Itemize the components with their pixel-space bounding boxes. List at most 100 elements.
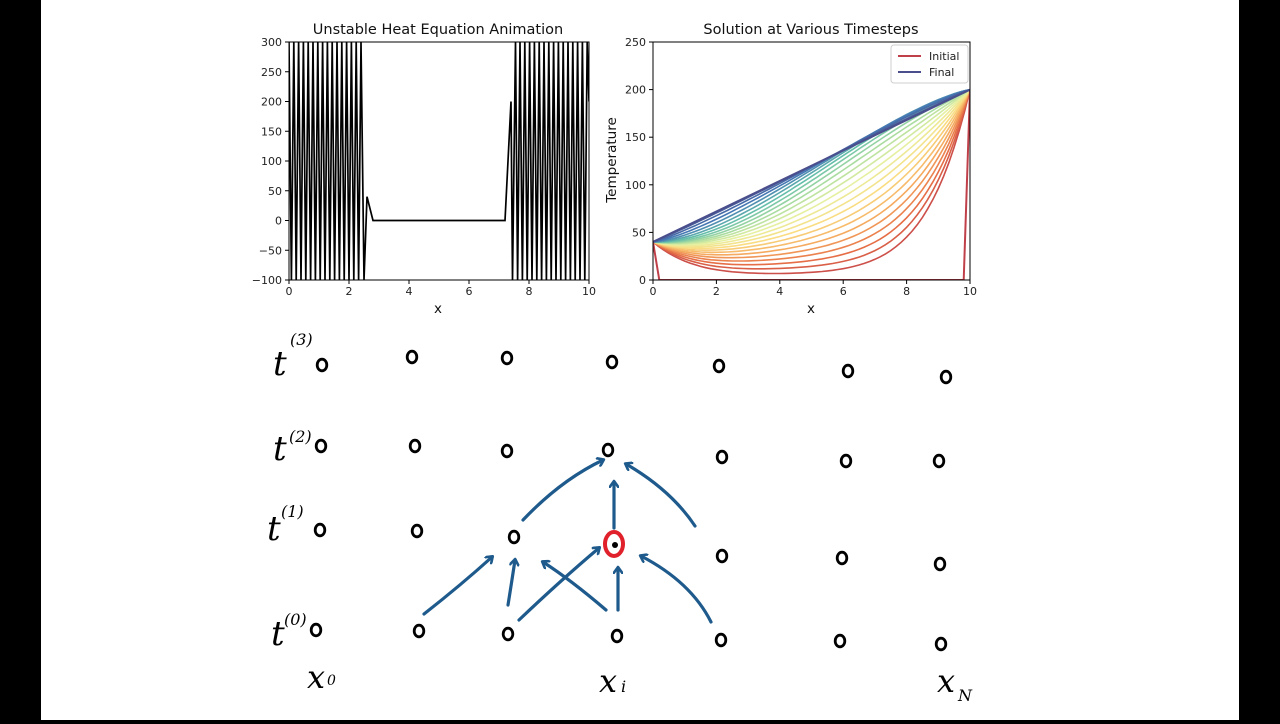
svg-text:N: N	[957, 686, 973, 705]
svg-text:t: t	[273, 344, 287, 384]
chart2-xlabel: x	[807, 301, 815, 317]
highlighted-node	[603, 530, 625, 558]
svg-text:(3): (3)	[290, 330, 313, 349]
chart1-xtick-label: 4	[406, 285, 413, 298]
chart1-title: Unstable Heat Equation Animation	[313, 22, 563, 38]
chart2-timestep-curve	[653, 89, 970, 246]
chart2-xtick-label: 8	[903, 285, 910, 298]
svg-text:x: x	[937, 662, 955, 700]
space-label-xN: x N	[937, 662, 973, 705]
stencil-sketch: t (3) t (2) t (1) t (0) x 0 x i x N	[267, 330, 973, 705]
chart1-ytick-label: 0	[275, 215, 282, 228]
chart2-title: Solution at Various Timesteps	[703, 22, 918, 38]
chart2-timestep-curve	[653, 88, 970, 245]
grid-node	[410, 523, 424, 539]
grid-node	[500, 350, 514, 366]
chart2-ylabel: Temperature	[604, 117, 620, 204]
grid-node	[932, 453, 946, 469]
arrow-x0-to-t1	[422, 557, 492, 616]
svg-text:x: x	[599, 662, 617, 700]
svg-text:(0): (0)	[284, 610, 307, 629]
chart2-timestep-curve	[653, 89, 970, 248]
chart1-xtick-label: 2	[346, 285, 353, 298]
chart1-ytick-label: 300	[261, 36, 282, 49]
chart2-xtick-label: 2	[713, 285, 720, 298]
time-label-t0: t (0)	[271, 610, 307, 654]
legend-initial-label: Initial	[929, 50, 959, 63]
chart2-initial-curve	[653, 89, 970, 280]
arrow-t1-to-t2-left	[521, 460, 603, 522]
time-label-t1: t (1)	[267, 502, 304, 549]
chart2-frame	[652, 41, 971, 281]
chart2-plot-area	[653, 88, 970, 280]
grid-node	[313, 522, 327, 538]
chart2-timestep-curve	[653, 89, 970, 262]
grid-node	[934, 636, 948, 652]
unstable-heat-chart: Unstable Heat Equation Animation 0 2 4 6 8 10…	[252, 22, 596, 317]
grid-node	[714, 632, 728, 648]
grid-node	[712, 358, 726, 374]
chart2-xtick-label: 0	[650, 285, 657, 298]
grid-node	[507, 529, 521, 545]
grid-node	[833, 633, 847, 649]
grid-node	[501, 626, 515, 642]
svg-text:i: i	[621, 677, 626, 696]
grid-node	[408, 438, 422, 454]
chart1-xtick-label: 0	[286, 285, 293, 298]
chart2-timestep-curve	[653, 89, 970, 247]
grid-node	[601, 442, 615, 458]
chart2-timestep-curve	[653, 89, 970, 250]
grid-node	[405, 349, 419, 365]
chart1-ytick-label: 200	[261, 96, 282, 109]
stencil-arrows	[422, 460, 713, 624]
space-label-x0: x 0	[307, 658, 336, 696]
chart2-timestep-curve	[653, 89, 970, 266]
grid-node	[715, 548, 729, 564]
chart2-xtick-label: 10	[963, 285, 977, 298]
chart2-timestep-curve	[653, 89, 970, 256]
chart2-timestep-curve	[653, 89, 970, 270]
grid-node	[605, 354, 619, 370]
grid-node	[610, 628, 624, 644]
grid-node	[412, 623, 426, 639]
chart1-ytick-label: −100	[252, 274, 282, 287]
timesteps-chart: Solution at Various Timesteps 0 2 4 6 8 10050…	[604, 22, 977, 317]
arrow-diag-1	[517, 548, 599, 622]
grid-node	[839, 453, 853, 469]
grid-node	[315, 357, 329, 373]
chart2-ytick-label: 200	[625, 84, 646, 97]
chart1-ytick-label: 250	[261, 66, 282, 79]
chart2-timestep-curve	[653, 89, 970, 259]
chart2-ytick-label: 50	[632, 226, 646, 239]
time-label-t3: t (3)	[273, 330, 313, 384]
chart1-ytick-label: 50	[268, 185, 282, 198]
chart2-ytick-label: 0	[639, 274, 646, 287]
chart2-ytick-label: 150	[625, 131, 646, 144]
arrow-diag-3	[641, 556, 713, 624]
chart2-timestep-curve	[653, 88, 970, 244]
arrow-up-1	[506, 560, 515, 607]
chart2-timestep-curve	[653, 89, 970, 252]
legend-final-label: Final	[929, 66, 954, 79]
svg-text:t: t	[273, 429, 287, 469]
chart2-legend: Initial Final	[890, 44, 969, 84]
grid-node	[500, 443, 514, 459]
chart2-ytick-label: 250	[625, 36, 646, 49]
grid-node	[715, 449, 729, 465]
chart1-series-line	[289, 42, 589, 280]
chart1-axes: 0 2 4 6 8 10 −100 −50 0 50 100 150 200 250 300	[252, 36, 596, 298]
chart2-ytick-label: 100	[625, 179, 646, 192]
slide: Unstable Heat Equation Animation 0 2 4 6 8 10…	[41, 0, 1239, 720]
chart2-final-curve	[653, 88, 970, 243]
arrow-diag-2	[543, 562, 608, 612]
chart1-ytick-label: −50	[259, 244, 282, 257]
chart1-xtick-label: 10	[582, 285, 596, 298]
svg-text:t: t	[267, 509, 281, 549]
chart1-xtick-label: 6	[466, 285, 473, 298]
svg-text:(2): (2)	[289, 427, 312, 446]
svg-text:(1): (1)	[281, 502, 304, 521]
space-label-xi: x i	[599, 662, 626, 700]
chart1-ytick-label: 150	[261, 125, 282, 138]
chart2-timestep-curve	[653, 88, 970, 245]
